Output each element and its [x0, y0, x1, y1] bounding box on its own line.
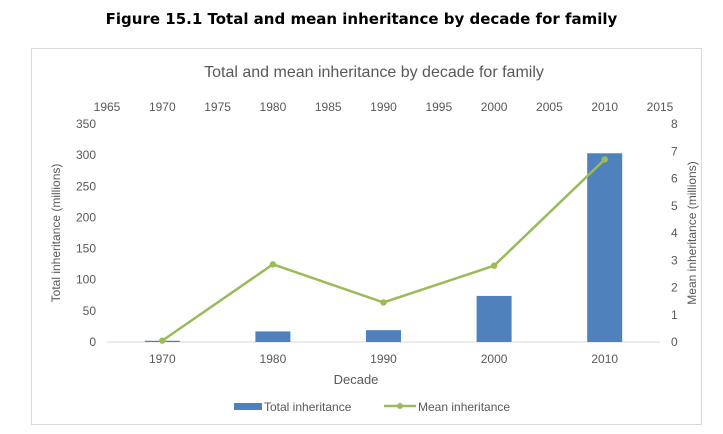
axes: 0 50 100 150 200 250 300 350 0 1 2 3 4 5 6 7 8 1965 1970 19… — [76, 100, 678, 366]
y-tick-label: 200 — [76, 210, 96, 224]
y2-tick-label: 4 — [671, 226, 678, 240]
line-series — [159, 156, 608, 344]
x2-tick-label: 1975 — [204, 100, 231, 114]
y-tick-label: 0 — [89, 335, 96, 349]
y-tick-label: 100 — [76, 273, 96, 287]
x2-tick-label: 1985 — [315, 100, 342, 114]
legend-label-mean: Mean inheritance — [418, 400, 510, 414]
x2-tick-label: 1970 — [149, 100, 176, 114]
line-mean-inheritance — [161, 158, 606, 342]
chart-frame: Total and mean inheritance by decade for… — [31, 48, 702, 425]
y2-tick-label: 3 — [671, 253, 678, 267]
legend: Total inheritance Mean inheritance — [234, 400, 510, 414]
y2-tick-label: 7 — [671, 144, 678, 158]
legend-label-total: Total inheritance — [264, 400, 352, 414]
y2-axis-label: Mean inheritance (millions) — [685, 161, 699, 304]
chart-title: Total and mean inheritance by decade for… — [204, 64, 544, 81]
bar-total-inheritance — [366, 330, 401, 342]
y-tick-label: 300 — [76, 148, 96, 162]
x2-tick-label: 2000 — [481, 100, 508, 114]
y-tick-label: 150 — [76, 242, 96, 256]
point-mean-inheritance — [490, 262, 498, 269]
x-tick-label: 1970 — [149, 352, 176, 366]
legend-swatch-mean-marker — [397, 403, 403, 409]
x-tick-label: 2010 — [591, 352, 618, 366]
x2-tick-label: 1990 — [370, 100, 397, 114]
y2-tick-label: 1 — [671, 308, 678, 322]
x-tick-label: 2000 — [481, 352, 508, 366]
y2-tick-label: 8 — [671, 117, 678, 131]
bar-total-inheritance — [255, 331, 291, 342]
y-tick-label: 250 — [76, 179, 96, 193]
x2-tick-label: 2005 — [536, 100, 563, 114]
x-tick-label: 1990 — [370, 352, 397, 366]
y-tick-label: 50 — [83, 304, 97, 318]
x-axis-label: Decade — [334, 372, 379, 387]
point-mean-inheritance — [380, 299, 387, 306]
point-mean-inheritance — [159, 337, 166, 344]
bar-total-inheritance — [476, 295, 512, 342]
y-axis-label: Total inheritance (millions) — [49, 164, 63, 303]
x2-tick-label: 1995 — [425, 100, 452, 114]
bar-total-inheritance — [587, 153, 623, 342]
y2-tick-label: 5 — [671, 199, 678, 213]
point-mean-inheritance — [269, 261, 277, 268]
y2-tick-label: 2 — [671, 281, 678, 295]
x-tick-label: 1980 — [260, 352, 287, 366]
x2-tick-label: 2010 — [591, 100, 618, 114]
point-mean-inheritance — [601, 156, 608, 163]
x2-tick-label: 1965 — [94, 100, 121, 114]
bars — [144, 153, 623, 342]
legend-swatch-total — [234, 403, 262, 410]
x2-tick-label: 1980 — [260, 100, 287, 114]
y2-tick-label: 6 — [671, 172, 678, 186]
x2-tick-label: 2015 — [647, 100, 674, 114]
chart-svg: Total and mean inheritance by decade for… — [49, 64, 699, 414]
y-tick-label: 350 — [76, 117, 96, 131]
y2-tick-label: 0 — [671, 335, 678, 349]
figure-caption: Figure 15.1 Total and mean inheritance b… — [105, 10, 618, 28]
